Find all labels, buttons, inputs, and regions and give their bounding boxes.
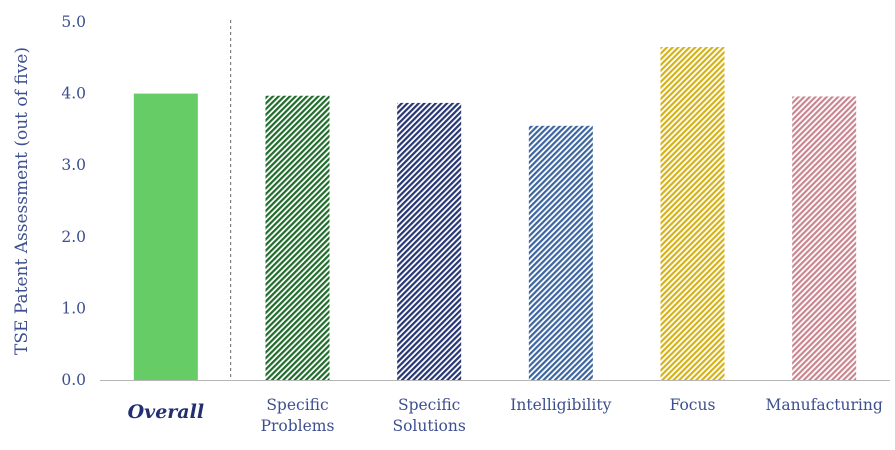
- category-label: Specific Problems: [261, 396, 335, 435]
- category-label: Manufacturing: [766, 396, 883, 414]
- category-label: Overall: [128, 401, 204, 423]
- bar: [133, 93, 198, 380]
- bar: [660, 47, 725, 381]
- bar: [792, 96, 857, 381]
- category-label: Specific Solutions: [392, 396, 465, 435]
- y-axis-label: TSE Patent Assessment (out of five): [12, 47, 32, 355]
- bar: [397, 102, 462, 381]
- y-axis-ticks: 0.0 1.0 2.0 3.0 4.0 5.0: [61, 13, 86, 389]
- y-tick-label: 2.0: [61, 228, 86, 246]
- bar: [528, 125, 593, 380]
- y-tick-label: 4.0: [61, 85, 86, 103]
- category-labels: Overall Specific Problems Specific Solutions…: [128, 396, 883, 435]
- axes: [100, 20, 890, 381]
- y-tick-label: 5.0: [61, 13, 86, 31]
- y-tick-label: 3.0: [61, 156, 86, 174]
- y-tick-label: 1.0: [61, 299, 86, 317]
- bars: [133, 47, 857, 381]
- category-label: Focus: [670, 396, 716, 414]
- bar: [265, 95, 330, 381]
- y-tick-label: 0.0: [61, 371, 86, 389]
- category-label: Intelligibility: [510, 396, 611, 414]
